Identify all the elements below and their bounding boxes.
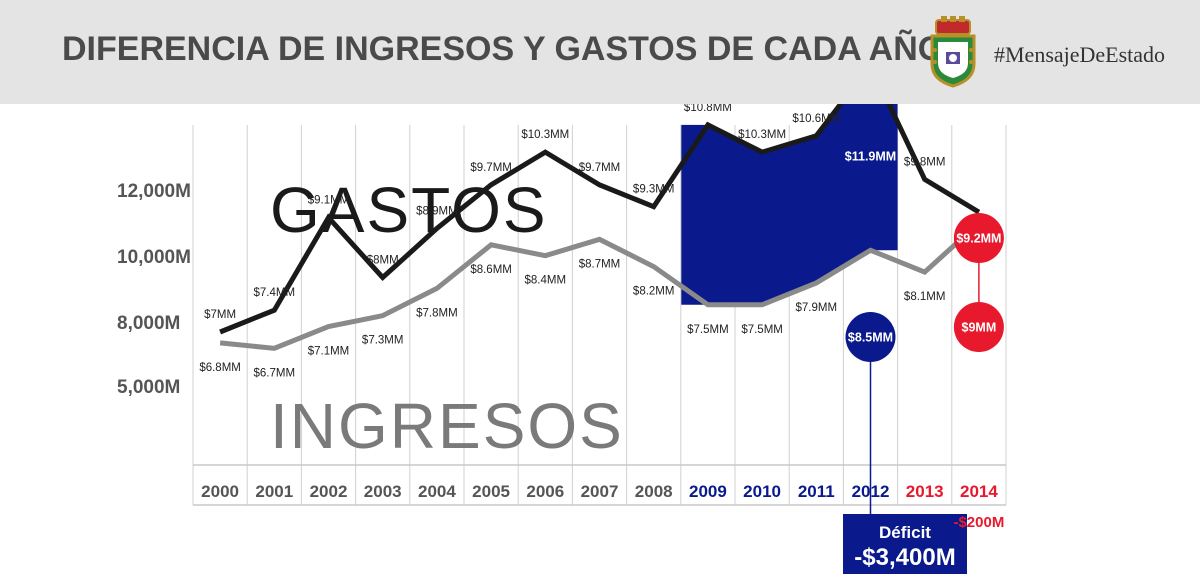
hashtag-label: #MensajeDeEstado xyxy=(994,42,1166,67)
deficit-value: -$3,400M xyxy=(854,544,955,571)
x-category-label: 2002 xyxy=(310,482,348,501)
x-category-label: 2007 xyxy=(581,482,619,501)
gastos-data-label: $7MM xyxy=(204,309,236,321)
x-category-label: 2001 xyxy=(255,482,293,501)
x-category-label: 2004 xyxy=(418,482,456,501)
deficit-box xyxy=(843,514,967,574)
gastos-data-label: $8.9MM xyxy=(416,205,458,217)
y-tick-label: 10,000M xyxy=(117,247,191,268)
x-category-label: 2006 xyxy=(526,482,564,501)
x-category-label: 2012 xyxy=(852,482,890,501)
ingresos-data-label: $6.8MM xyxy=(199,362,241,374)
gastos-data-label: $9.7MM xyxy=(470,162,512,174)
y-tick-label: 5,000M xyxy=(117,377,180,398)
highlight-bubble-label: $9.2MM xyxy=(956,232,1001,246)
y-tick-label: 12,000M xyxy=(117,181,191,202)
ingresos-data-label: $8.2MM xyxy=(633,286,675,298)
x-category-label: 2010 xyxy=(743,482,781,501)
deficit-2014-value: -$200M xyxy=(953,514,1004,531)
gastos-data-label: $9.3MM xyxy=(633,184,675,196)
series-title-gastos: GASTOS xyxy=(270,174,548,246)
gastos-data-label: $9.1MM xyxy=(308,195,350,207)
highlight-bubble-label: $9MM xyxy=(962,321,997,335)
highlight-bubble xyxy=(845,131,896,181)
ingresos-data-label: $7.9MM xyxy=(796,302,838,314)
series-title-ingresos: INGRESOS xyxy=(270,390,624,462)
highlight-bubble xyxy=(953,302,1004,352)
x-category-label: 2011 xyxy=(798,482,835,501)
page-title: DIFERENCIA DE INGRESOS Y GASTOS DE CADA … xyxy=(62,30,945,68)
gastos-data-label: $9.8MM xyxy=(904,156,946,168)
ingresos-data-label: $7.3MM xyxy=(362,335,404,347)
gastos-data-label: $8MM xyxy=(367,255,399,267)
gastos-data-label: $10.3MM xyxy=(521,129,569,141)
ingresos-data-label: $8.4MM xyxy=(525,275,567,287)
ingresos-data-label: $8.7MM xyxy=(579,258,621,270)
gastos-data-label: $10.6MM xyxy=(792,113,840,125)
gastos-data-label: $9.7MM xyxy=(579,162,621,174)
gastos-line xyxy=(219,104,981,335)
x-category-label: 2005 xyxy=(472,482,510,501)
x-category-label: 2013 xyxy=(906,482,944,501)
ingresos-data-label: $7.5MM xyxy=(741,324,783,336)
gastos-data-label: $10.3MM xyxy=(738,129,786,141)
highlight-bubble xyxy=(845,312,896,362)
header-bar: DIFERENCIA DE INGRESOS Y GASTOS DE CADA … xyxy=(0,0,1200,104)
gastos-data-label: $7.4MM xyxy=(254,287,296,299)
ingresos-line xyxy=(219,221,981,351)
ingresos-data-label: $7.5MM xyxy=(687,324,729,336)
ingresos-data-label: $6.7MM xyxy=(254,367,296,379)
revenue-expense-chart: 12,000M 10,000M 8,000M 5,000M GASTOS INGRESOS… xyxy=(117,104,1007,574)
deficit-label: Déficit xyxy=(879,523,931,542)
highlight-bubble xyxy=(953,213,1004,263)
gastos-data-label: $10.8MM xyxy=(684,104,732,114)
highlight-bubble-label: $8.5MM xyxy=(848,331,893,345)
deficit-area-left-edge xyxy=(681,124,709,305)
y-tick-label: 8,000M xyxy=(117,313,180,334)
x-category-label: 2000 xyxy=(201,482,239,501)
ingresos-data-label: $8.1MM xyxy=(904,291,946,303)
ingresos-data-label: $7.8MM xyxy=(416,307,458,319)
x-category-label: 2008 xyxy=(635,482,673,501)
x-category-label: 2003 xyxy=(364,482,402,501)
deficit-area xyxy=(707,104,871,305)
ingresos-data-label: $7.1MM xyxy=(308,346,350,358)
highlight-bubble-label: $11.9MM xyxy=(845,150,896,164)
puerto-rico-coat-of-arms-icon xyxy=(930,16,976,88)
x-category-label: 2014 xyxy=(960,482,998,501)
ingresos-data-label: $8.6MM xyxy=(470,264,512,276)
x-category-label: 2009 xyxy=(689,482,727,501)
